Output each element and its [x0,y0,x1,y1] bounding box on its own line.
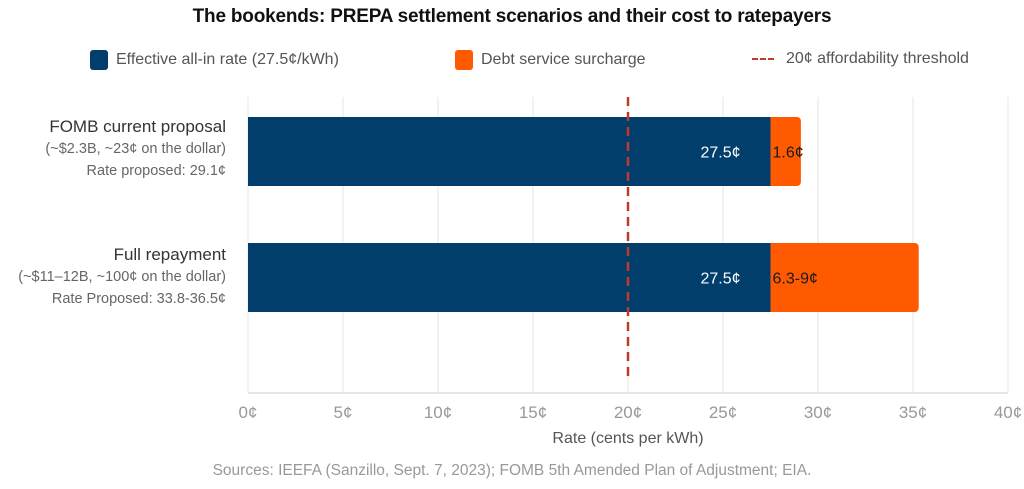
x-tick-label: 40¢ [994,403,1022,422]
category-name: Full repayment [113,245,226,264]
data-label: 1.6¢ [773,145,804,162]
bar-segment-surcharge [770,117,801,186]
x-tick-label: 20¢ [614,403,642,422]
legend: Effective all-in rate (27.5¢/kWh) Debt s… [0,50,1024,74]
legend-item-surcharge: Debt service surcharge [455,50,646,70]
x-tick-label: 0¢ [239,403,258,422]
category-label-fomb: FOMB current proposal (~$2.3B, ~23¢ on t… [45,116,226,182]
bar-segment-corner-fill [770,117,777,186]
category-rate-note: Rate proposed: 29.1¢ [86,163,226,179]
legend-swatch-surcharge [455,50,473,70]
category-detail: (~$2.3B, ~23¢ on the dollar) [45,141,226,157]
data-label: 6.3-9¢ [773,271,818,288]
legend-swatch-all-in-rate [90,50,108,70]
data-label: 27.5¢ [700,145,740,162]
legend-label-threshold: 20¢ affordability threshold [786,50,969,67]
x-tick-label: 15¢ [519,403,547,422]
x-tick-label: 5¢ [334,403,353,422]
legend-label-surcharge: Debt service surcharge [481,51,646,68]
category-label-full-repayment: Full repayment (~$11–12B, ~100¢ on the d… [18,244,226,310]
bar-segment-corner-fill [770,243,777,312]
legend-dash-threshold [752,58,774,60]
source-note: Sources: IEEFA (Sanzillo, Sept. 7, 2023)… [212,462,812,479]
x-tick-label: 10¢ [424,403,452,422]
x-tick-label: 30¢ [804,403,832,422]
category-rate-note: Rate Proposed: 33.8-36.5¢ [51,291,226,307]
x-tick-label: 25¢ [709,403,737,422]
x-tick-label: 35¢ [899,403,927,422]
legend-item-all-in-rate: Effective all-in rate (27.5¢/kWh) [90,50,339,70]
data-label: 27.5¢ [700,271,740,288]
bar-segment-surcharge [770,243,919,312]
legend-item-threshold: 20¢ affordability threshold [752,50,969,68]
legend-label-all-in-rate: Effective all-in rate (27.5¢/kWh) [116,51,339,68]
x-axis-label: Rate (cents per kWh) [552,430,704,447]
bar-segment-all-in-rate [248,243,771,312]
chart-title: The bookends: PREPA settlement scenarios… [192,6,832,27]
category-name: FOMB current proposal [49,117,226,136]
bar-segment-all-in-rate [248,117,771,186]
category-detail: (~$11–12B, ~100¢ on the dollar) [18,269,226,285]
